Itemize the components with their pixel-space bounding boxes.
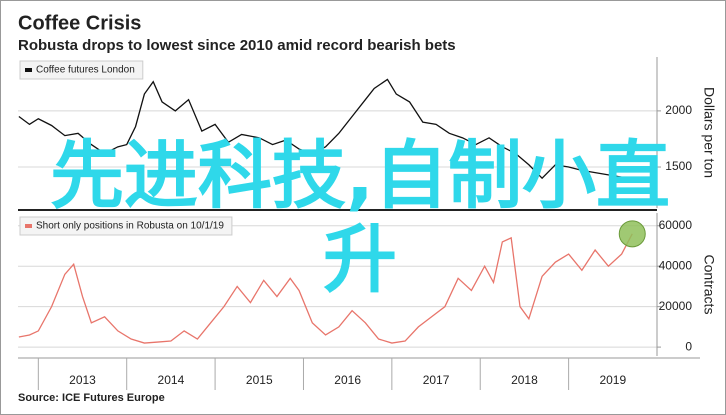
x-tick-label: 2018: [511, 373, 538, 387]
y-tick-label: 2000: [665, 103, 692, 117]
x-tick-label: 2016: [334, 373, 361, 387]
y-tick-label: 20000: [659, 299, 693, 313]
chart-subtitle: Robusta drops to lowest since 2010 amid …: [18, 37, 456, 54]
overlay-text: 先进科技,自制小直升: [49, 133, 671, 303]
y-tick-label: 0: [685, 339, 692, 353]
x-tick-label: 2013: [69, 373, 96, 387]
chart-title: Coffee Crisis: [18, 12, 141, 34]
legend: Coffee futures London: [19, 60, 144, 80]
y-axis-label: Dollars per ton: [701, 87, 717, 178]
x-tick-label: 2019: [599, 373, 626, 387]
series-line: [18, 78, 636, 182]
source: Source: ICE Futures Europe: [18, 392, 165, 404]
legend: Short only positions in Robusta on 10/1/…: [19, 216, 233, 236]
x-tick-label: 2017: [423, 373, 450, 387]
y-axis-label: Contracts: [701, 255, 717, 315]
legend-label: Coffee futures London: [36, 65, 135, 76]
x-tick-label: 2015: [246, 373, 273, 387]
legend-box: [19, 60, 144, 80]
legend-label: Short only positions in Robusta on 10/1/…: [36, 221, 224, 232]
y-tick-label: 60000: [659, 218, 693, 232]
legend-swatch: [25, 224, 32, 228]
series-line: [18, 233, 633, 344]
x-tick-label: 2014: [158, 373, 185, 387]
y-tick-label: 1500: [665, 159, 692, 173]
highlight-marker: [618, 220, 646, 248]
legend-swatch: [25, 68, 32, 72]
legend-box: [19, 216, 233, 236]
y-tick-label: 40000: [659, 258, 693, 272]
